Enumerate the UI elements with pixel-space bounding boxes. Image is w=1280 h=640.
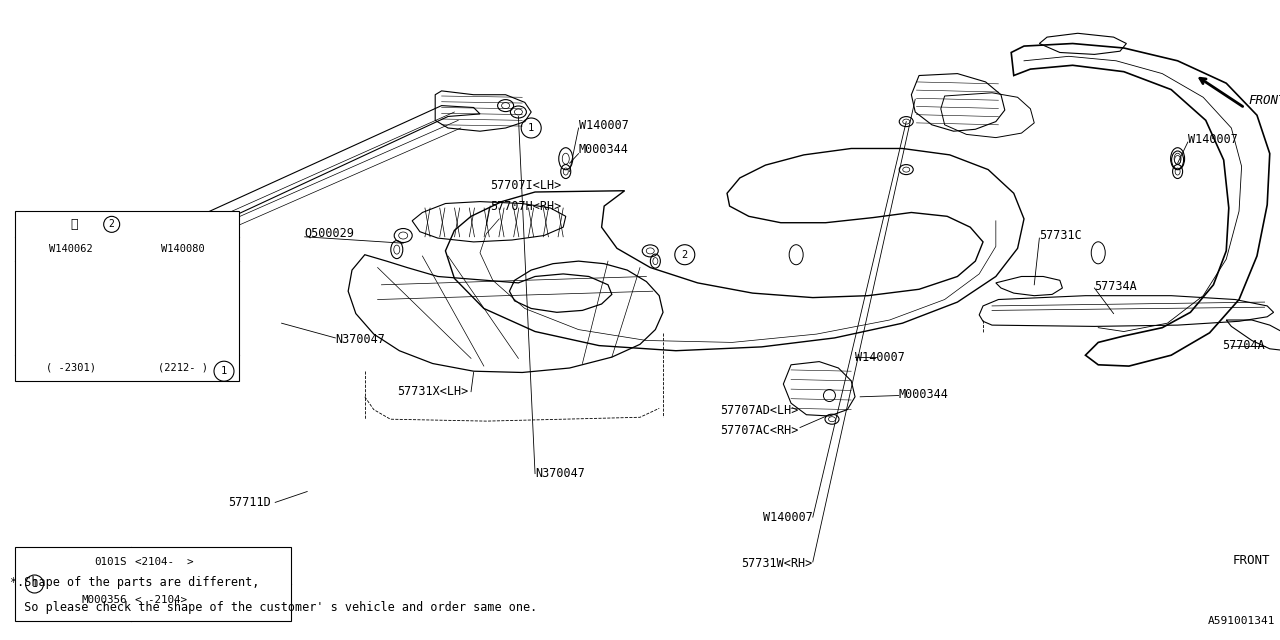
Text: A591001341: A591001341 <box>1207 616 1275 626</box>
Text: M000356: M000356 <box>82 595 127 605</box>
Text: 57704A: 57704A <box>1222 339 1265 352</box>
Text: W140007: W140007 <box>855 351 905 364</box>
Text: *.Shape of the parts are different,: *.Shape of the parts are different, <box>10 576 260 589</box>
Text: 57707H<RH>: 57707H<RH> <box>490 200 562 212</box>
Text: 1: 1 <box>221 366 227 376</box>
FancyBboxPatch shape <box>15 211 239 381</box>
Text: 57731X<LH>: 57731X<LH> <box>397 385 468 398</box>
Text: 1: 1 <box>32 579 37 589</box>
Text: ※: ※ <box>70 218 78 231</box>
Text: ( -2301): ( -2301) <box>46 363 96 372</box>
Text: W140062: W140062 <box>50 244 93 254</box>
Text: 57711D: 57711D <box>229 496 271 509</box>
Text: 0101S: 0101S <box>95 557 127 567</box>
Text: 57731W<RH>: 57731W<RH> <box>741 557 813 570</box>
Text: N370047: N370047 <box>335 333 385 346</box>
Text: (2212- ): (2212- ) <box>159 363 209 372</box>
Text: < -2104>: < -2104> <box>134 595 187 605</box>
Text: W140007: W140007 <box>1188 133 1238 146</box>
Text: <2104-  >: <2104- > <box>134 557 193 567</box>
Text: 57707AD<LH>: 57707AD<LH> <box>721 404 799 417</box>
Text: M000344: M000344 <box>899 388 948 401</box>
Text: Q500029: Q500029 <box>305 227 355 239</box>
Text: 2: 2 <box>109 220 115 229</box>
FancyBboxPatch shape <box>15 547 291 621</box>
Text: W140007: W140007 <box>763 511 813 524</box>
Text: So please check the shape of the customer' s vehicle and order same one.: So please check the shape of the custome… <box>10 602 538 614</box>
Text: 57731C: 57731C <box>1039 229 1082 242</box>
Text: N370047: N370047 <box>535 467 585 480</box>
Text: M000344: M000344 <box>579 143 628 156</box>
Text: 57707AC<RH>: 57707AC<RH> <box>721 424 799 436</box>
Text: FRONT: FRONT <box>1248 93 1280 106</box>
Text: 57734A: 57734A <box>1094 280 1137 293</box>
Text: FRONT: FRONT <box>1233 554 1270 566</box>
Text: W140007: W140007 <box>579 119 628 132</box>
Text: 57707I<LH>: 57707I<LH> <box>490 179 562 192</box>
Text: 1: 1 <box>529 123 534 133</box>
Text: W140080: W140080 <box>161 244 205 254</box>
Text: 2: 2 <box>682 250 687 260</box>
